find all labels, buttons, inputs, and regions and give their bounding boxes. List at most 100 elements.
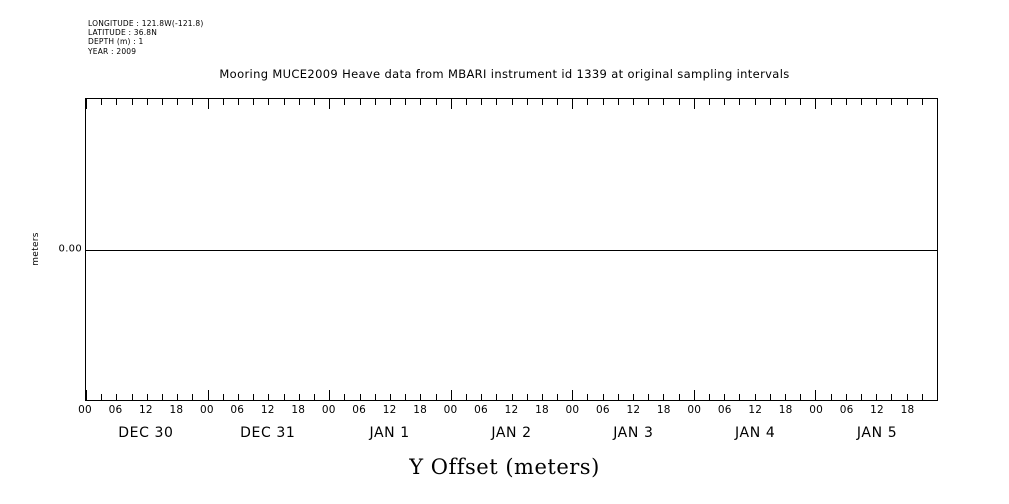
top-tick-minor [465, 99, 467, 105]
top-tick-minor [648, 99, 650, 105]
y-tick-label-zero: 0.00 [58, 243, 82, 255]
hour-label: 12 [382, 404, 397, 416]
bottom-tick-minor [830, 394, 832, 400]
top-tick-minor [161, 99, 163, 105]
bottom-tick-minor [496, 394, 498, 400]
top-tick-major [450, 99, 452, 109]
bottom-tick-minor [222, 394, 224, 400]
top-tick-minor [420, 99, 422, 105]
top-tick-minor [830, 99, 832, 105]
top-tick-minor [876, 99, 878, 105]
bottom-tick-minor [298, 394, 300, 400]
bottom-tick-minor [420, 394, 422, 400]
bottom-tick-minor [389, 394, 391, 400]
bottom-tick-minor [344, 394, 346, 400]
hour-label: 06 [839, 404, 854, 416]
top-tick-minor [587, 99, 589, 105]
bottom-tick-minor [921, 394, 923, 400]
bottom-tick-minor [541, 394, 543, 400]
top-tick-minor [906, 99, 908, 105]
top-tick-major [693, 99, 695, 109]
bottom-tick-minor [253, 394, 255, 400]
top-tick-minor [861, 99, 863, 105]
plot-area [85, 98, 938, 401]
bottom-tick-minor [435, 394, 437, 400]
bottom-tick-minor [587, 394, 589, 400]
top-tick-minor [845, 99, 847, 105]
top-tick-minor [602, 99, 604, 105]
top-tick-minor [526, 99, 528, 105]
metadata-longitude: LONGITUDE : 121.8W(-121.8) [88, 19, 204, 28]
bottom-tick-minor [724, 394, 726, 400]
bottom-tick-minor [906, 394, 908, 400]
top-tick-major [815, 99, 817, 109]
day-label: DEC 31 [240, 425, 296, 441]
top-tick-minor [785, 99, 787, 105]
hour-label: 00 [321, 404, 336, 416]
bottom-tick-minor [405, 394, 407, 400]
top-tick-minor [298, 99, 300, 105]
hour-label: 00 [565, 404, 580, 416]
top-tick-minor [678, 99, 680, 105]
day-label: JAN 3 [613, 425, 654, 441]
hour-label: 18 [291, 404, 306, 416]
day-label: JAN 1 [369, 425, 410, 441]
hour-label: 06 [352, 404, 367, 416]
top-tick-minor [192, 99, 194, 105]
bottom-tick-minor [709, 394, 711, 400]
top-tick-major [937, 99, 938, 109]
top-tick-minor [921, 99, 923, 105]
top-tick-minor [374, 99, 376, 105]
hour-label: 12 [870, 404, 884, 416]
bottom-tick-minor [237, 394, 239, 400]
metadata-latitude: LATITUDE : 36.8N [88, 28, 158, 38]
hour-label: 12 [626, 404, 641, 416]
bottom-tick-major [693, 390, 695, 400]
top-tick-minor [496, 99, 498, 105]
top-tick-minor [177, 99, 179, 105]
top-tick-minor [754, 99, 756, 105]
hour-label: 18 [535, 404, 549, 416]
top-tick-minor [511, 99, 513, 105]
hour-label: 06 [474, 404, 488, 416]
top-tick-major [329, 99, 331, 109]
top-tick-minor [222, 99, 224, 105]
top-tick-minor [313, 99, 315, 105]
bottom-tick-minor [101, 394, 103, 400]
top-tick-minor [891, 99, 893, 105]
top-tick-major [207, 99, 209, 109]
bottom-tick-major [815, 390, 817, 400]
top-tick-minor [617, 99, 619, 105]
hour-label: 00 [443, 404, 458, 416]
bottom-tick-minor [861, 394, 863, 400]
hour-label: 12 [504, 404, 519, 416]
zero-reference-line [86, 249, 937, 251]
bottom-tick-minor [633, 394, 635, 400]
top-tick-minor [389, 99, 391, 105]
top-tick-minor [131, 99, 133, 105]
top-tick-minor [283, 99, 285, 105]
top-tick-minor [769, 99, 771, 105]
bottom-tick-major [329, 390, 331, 400]
top-tick-minor [481, 99, 483, 105]
chart-title: Mooring MUCE2009 Heave data from MBARI i… [219, 67, 790, 81]
bottom-tick-minor [557, 394, 559, 400]
top-tick-minor [800, 99, 802, 105]
bottom-tick-minor [602, 394, 604, 400]
hour-label: 00 [199, 404, 214, 416]
x-axis-day-labels: DEC 30 DEC 31 JAN 1 JAN 2 JAN 3 JAN 4 JAN 5 [85, 425, 938, 443]
bottom-tick-minor [374, 394, 376, 400]
top-tick-minor [709, 99, 711, 105]
bottom-tick-major [86, 390, 87, 400]
bottom-tick-minor [511, 394, 513, 400]
bottom-tick-minor [891, 394, 893, 400]
bottom-tick-minor [146, 394, 148, 400]
bottom-tick-minor [359, 394, 361, 400]
top-tick-major [572, 99, 574, 109]
day-label: JAN 4 [735, 425, 776, 441]
hour-label: 06 [596, 404, 610, 416]
bottom-tick-minor [526, 394, 528, 400]
x-axis-hour-labels: 00 06 12 18 00 06 12 18 00 06 12 18 00 06 12 18 00 06 12 18… [78, 404, 938, 418]
hour-label: 18 [900, 404, 915, 416]
metadata-year: YEAR : 2009 [88, 46, 137, 56]
